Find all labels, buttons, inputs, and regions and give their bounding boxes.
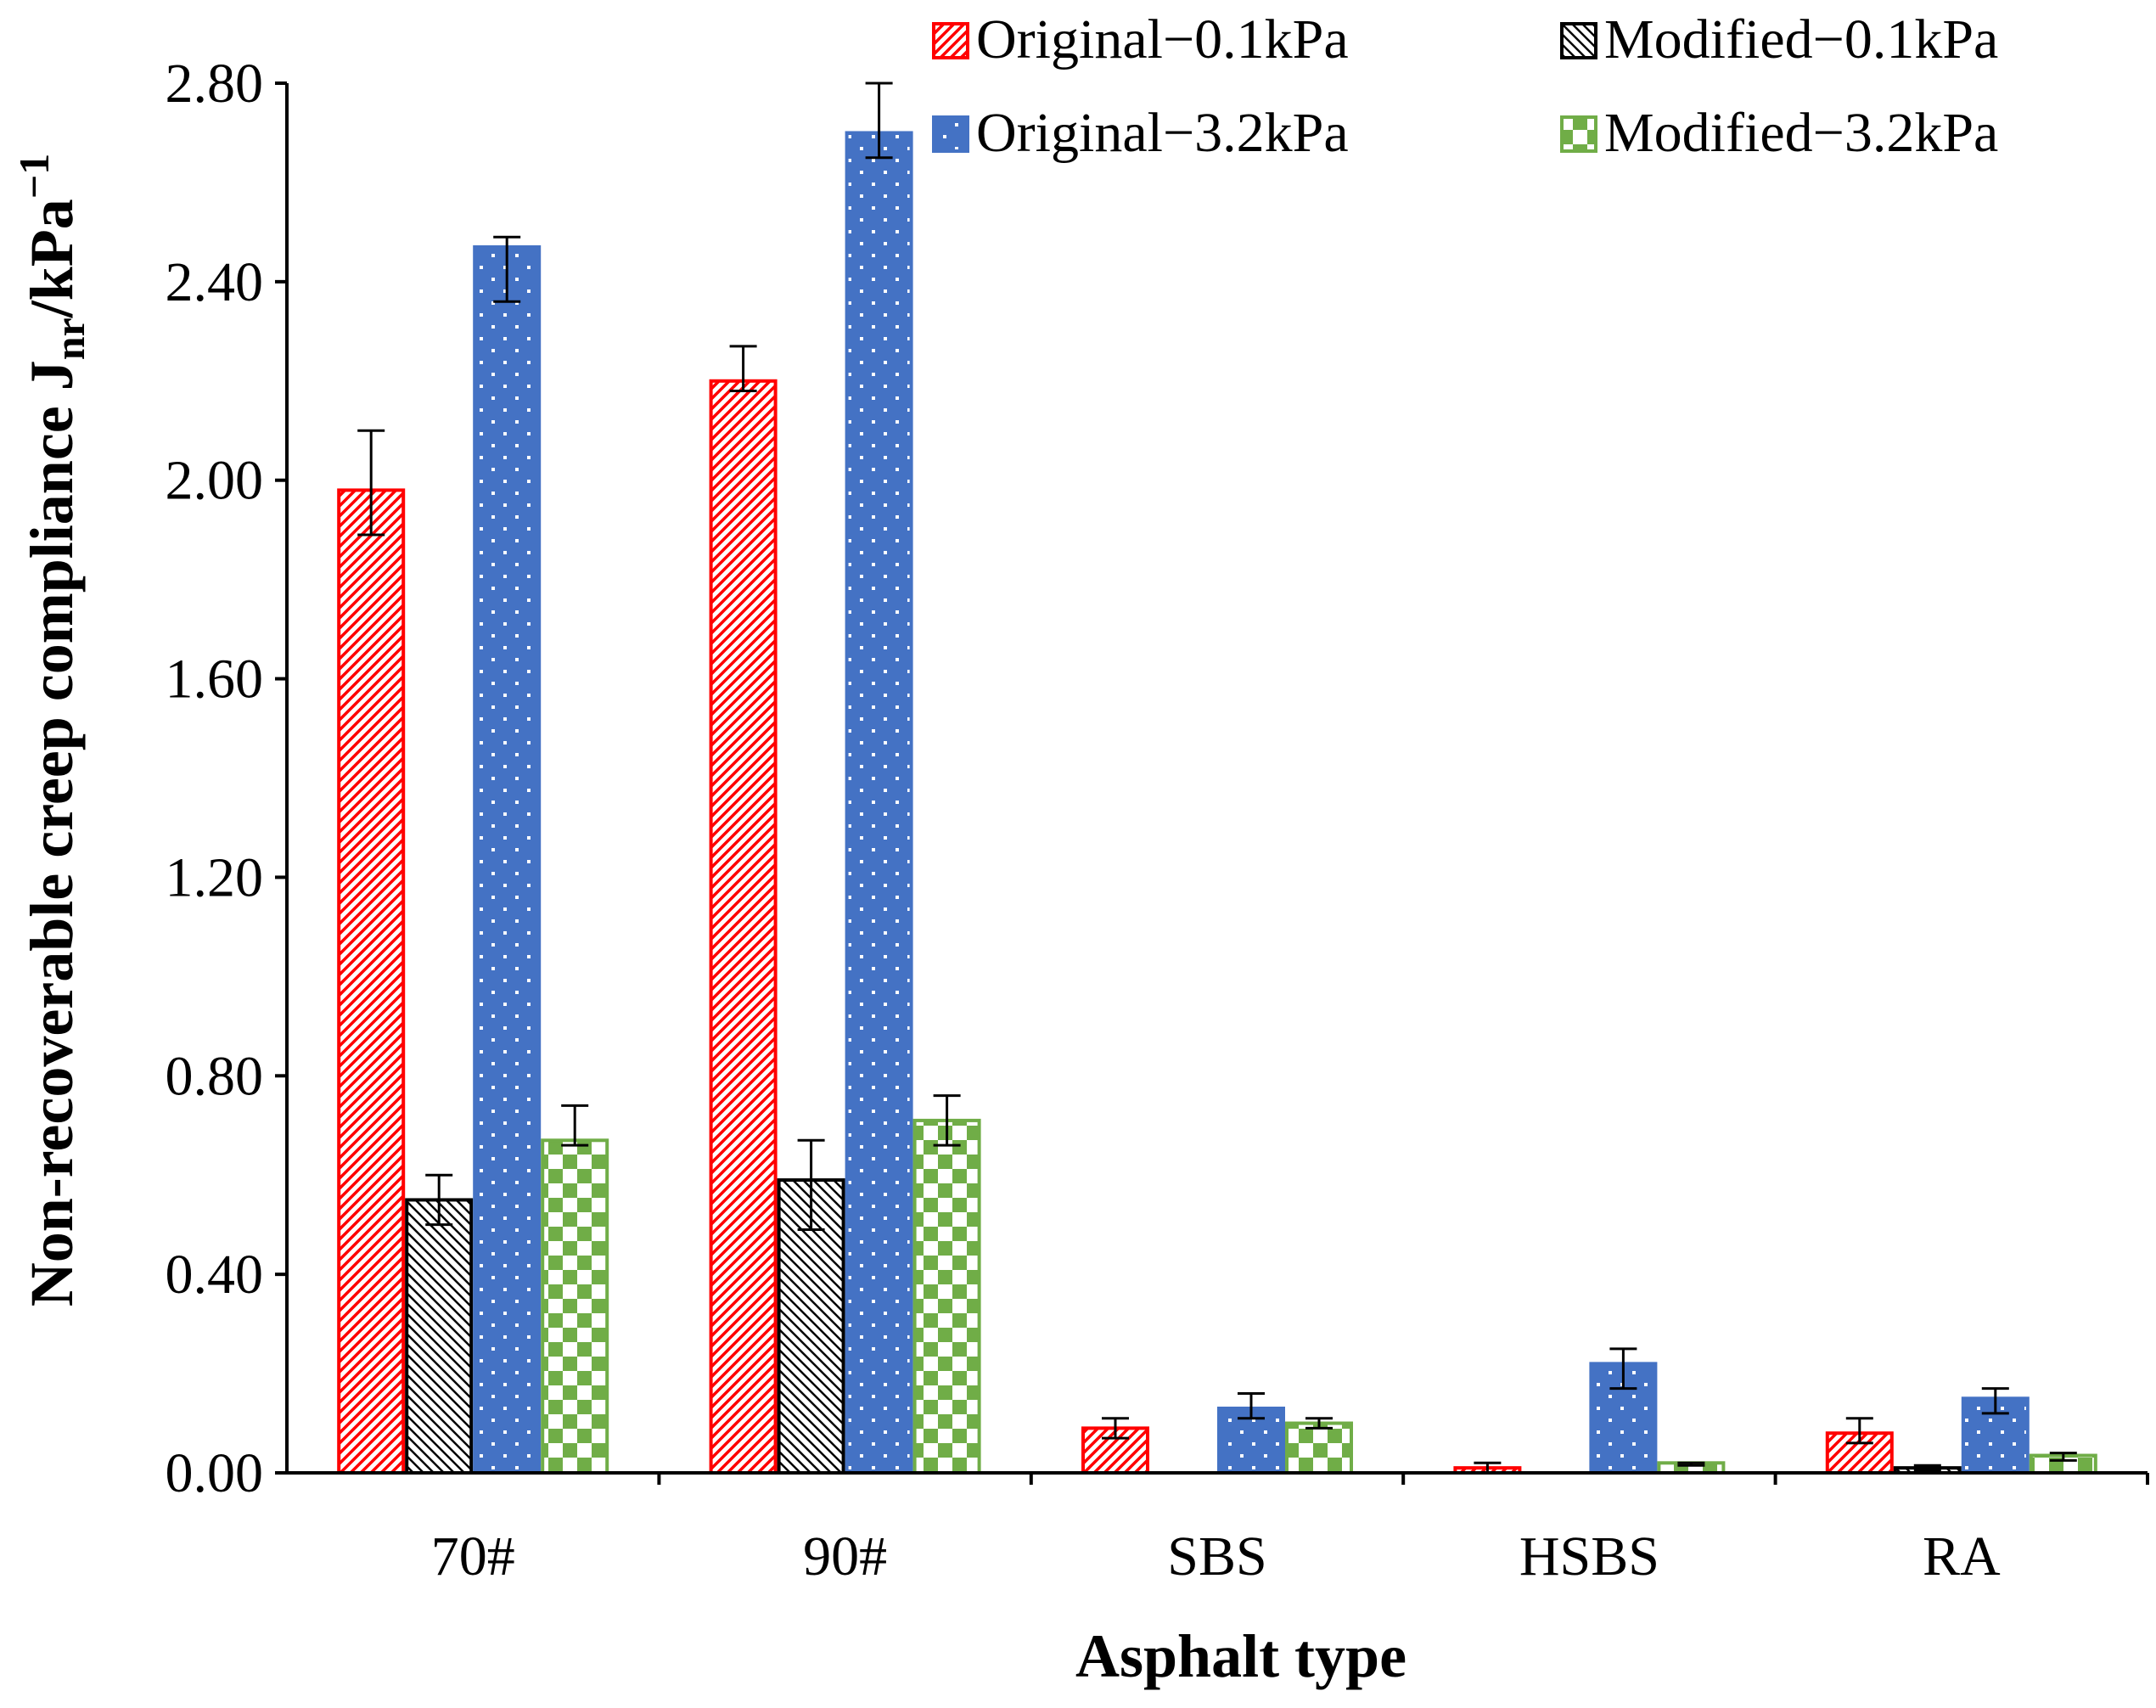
- error-bar: [797, 1138, 825, 1232]
- y-axis-title: Non-recoverable creep compliance Jnr/kPa…: [10, 154, 93, 1307]
- legend-swatch: [1560, 115, 1597, 153]
- y-tick-label: 0.40: [166, 1244, 264, 1306]
- error-bar: [425, 1173, 453, 1227]
- x-ticks: 70# 90# SBS HSBS RA: [431, 1473, 2149, 1587]
- y-axis-title-superscript: −1: [10, 154, 58, 199]
- error-bar: [865, 81, 893, 160]
- error-bar: [2049, 1452, 2077, 1462]
- legend-item: Modified−3.2kPa: [1560, 102, 1998, 164]
- x-tick-label: SBS: [1167, 1525, 1266, 1587]
- error-bar: [1913, 1464, 1941, 1472]
- y-axis-title-subscript: nr: [46, 317, 93, 360]
- error-bar: [1102, 1417, 1129, 1440]
- error-bar: [729, 345, 757, 392]
- y-tick-label: 0.80: [166, 1045, 264, 1107]
- legend-label: Modified−3.2kPa: [1604, 102, 1998, 164]
- y-tick-label: 1.60: [166, 649, 264, 711]
- legend-item: Original−0.1kPa: [932, 8, 1349, 70]
- bar: [912, 1118, 981, 1475]
- legend-label: Modified−0.1kPa: [1604, 8, 1998, 70]
- y-ticks: 0.00 0.40 0.80 1.20 1.60 2.00 2.40 2.80: [166, 53, 287, 1504]
- error-bar: [933, 1094, 961, 1147]
- x-tick-label: 70#: [431, 1525, 515, 1587]
- error-bar: [1677, 1461, 1705, 1467]
- y-tick-label: 0.00: [166, 1442, 264, 1504]
- bar: [709, 379, 778, 1475]
- legend-swatch: [932, 115, 969, 153]
- error-bar: [1845, 1417, 1873, 1445]
- legend: Original−0.1kPa Modified−0.1kPa Original−3…: [932, 8, 1998, 164]
- error-bar: [493, 235, 521, 303]
- y-axis-title-unit: /kPa: [18, 199, 86, 318]
- x-axis-title: Asphalt type: [1075, 1622, 1406, 1690]
- y-tick-label: 1.20: [166, 846, 264, 908]
- x-tick-label: RA: [1923, 1525, 2001, 1587]
- y-axis-title-main: Non-recoverable creep compliance J: [18, 360, 86, 1306]
- bar: [1285, 1421, 1353, 1475]
- error-bar: [1981, 1387, 2009, 1415]
- legend-swatch: [1560, 22, 1597, 59]
- x-tick-label: HSBS: [1519, 1525, 1659, 1587]
- y-tick-label: 2.00: [166, 450, 264, 512]
- legend-swatch: [932, 22, 969, 59]
- legend-item: Modified−0.1kPa: [1560, 8, 1998, 70]
- bar: [337, 488, 406, 1475]
- error-bar: [1305, 1417, 1333, 1430]
- error-bar: [561, 1104, 589, 1147]
- error-bar: [1238, 1391, 1265, 1420]
- x-tick-label: 90#: [803, 1525, 887, 1587]
- bar: [845, 131, 913, 1475]
- error-bar: [1609, 1347, 1637, 1391]
- error-bars-layer: [357, 81, 2077, 1475]
- error-bar: [357, 429, 385, 537]
- bar: [541, 1138, 609, 1475]
- bar: [405, 1198, 474, 1475]
- legend-item: Original−3.2kPa: [932, 102, 1349, 164]
- bars-layer: [337, 131, 2097, 1475]
- y-tick-label: 2.40: [166, 251, 264, 313]
- legend-label: Original−3.2kPa: [976, 102, 1349, 164]
- bar: [473, 244, 542, 1475]
- y-tick-label: 2.80: [166, 53, 264, 115]
- legend-label: Original−0.1kPa: [976, 8, 1349, 70]
